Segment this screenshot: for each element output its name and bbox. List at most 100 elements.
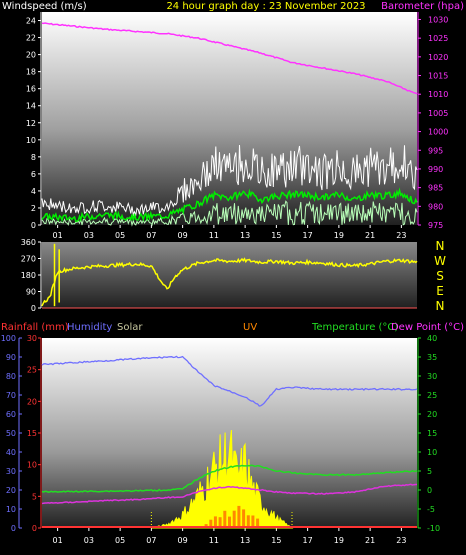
solar-title: Solar xyxy=(117,322,143,333)
barometer-y-tick-label: 1025 xyxy=(428,34,448,43)
humidity-y-tick-label: 50 xyxy=(6,429,16,438)
wind-y-tick-label: 24 xyxy=(26,17,36,26)
humidity-y-tick-label: 30 xyxy=(6,467,16,476)
bottom-x-tick-label: 11 xyxy=(209,536,219,545)
wind-y-tick-label: 14 xyxy=(26,102,36,111)
humidity-y-tick-label: 10 xyxy=(6,505,16,514)
wind-x-tick-label: 05 xyxy=(115,231,125,240)
barometer-axis-title: Barometer (hpa) xyxy=(381,1,464,12)
uv-bar xyxy=(237,505,241,528)
uv-bar xyxy=(246,515,250,528)
temperature-axis-title: Temperature (°C) xyxy=(311,322,398,333)
temperature-y-tick-label: 0 xyxy=(427,486,432,495)
direction-y-tick-label: 360 xyxy=(21,238,36,247)
humidity-y-tick-label: 80 xyxy=(6,372,16,381)
wind-y-tick-label: 8 xyxy=(31,153,36,162)
wind-x-tick-label: 19 xyxy=(334,231,344,240)
humidity-y-tick-label: 70 xyxy=(6,391,16,400)
rainfall-y-tick-label: 30 xyxy=(27,334,37,343)
compass-w: W xyxy=(434,254,446,268)
wind-y-tick-label: 20 xyxy=(26,51,36,60)
wind-direction-line xyxy=(41,257,418,307)
bottom-x-tick-label: 19 xyxy=(334,536,344,545)
barometer-y-tick-label: 1015 xyxy=(428,72,448,81)
wind-x-tick-label: 21 xyxy=(365,231,375,240)
barometer-y-tick-label: 1000 xyxy=(428,128,448,137)
bottom-x-tick-label: 13 xyxy=(240,536,250,545)
rainfall-y-tick-label: 10 xyxy=(27,461,37,470)
bottom-x-tick-label: 01 xyxy=(53,536,63,545)
uv-bar xyxy=(209,519,213,528)
uv-bar xyxy=(218,517,222,528)
humidity-y-tick-label: 90 xyxy=(6,353,16,362)
uv-bar xyxy=(213,516,217,528)
wind-x-tick-label: 11 xyxy=(209,231,219,240)
barometer-y-tick-label: 980 xyxy=(428,202,443,211)
bottom-x-tick-label: 23 xyxy=(396,536,406,545)
temperature-y-tick-label: 10 xyxy=(427,448,437,457)
wind-y-tick-label: 4 xyxy=(31,187,36,196)
direction-y-tick-label: 90 xyxy=(26,288,36,297)
barometer-y-tick-label: 1010 xyxy=(428,90,448,99)
wind-y-tick-label: 6 xyxy=(31,170,36,179)
wind-lull-line xyxy=(41,200,418,227)
temperature-y-tick-label: 30 xyxy=(427,372,437,381)
wind-x-tick-label: 03 xyxy=(84,231,94,240)
temperature-y-tick-label: 5 xyxy=(427,467,432,476)
bottom-x-tick-label: 15 xyxy=(271,536,281,545)
rainfall-axis-title: Rainfall (mm) xyxy=(1,322,69,333)
uv-title: UV xyxy=(243,322,257,333)
temperature-y-tick-label: -10 xyxy=(427,524,440,533)
average-wind-line xyxy=(41,187,418,223)
temperature-y-tick-label: 40 xyxy=(427,334,437,343)
barometer-y-tick-label: 1020 xyxy=(428,53,448,62)
bottom-x-tick-label: 05 xyxy=(115,536,125,545)
barometer-y-tick-label: 995 xyxy=(428,146,443,155)
barometer-y-tick-label: 985 xyxy=(428,184,443,193)
wind-y-tick-label: 12 xyxy=(26,119,36,128)
barometer-y-tick-label: 1030 xyxy=(428,15,448,24)
barometer-y-tick-label: 975 xyxy=(428,221,443,230)
temperature-y-tick-label: 20 xyxy=(427,410,437,419)
dewpoint-line xyxy=(41,483,417,505)
bottom-x-tick-label: 17 xyxy=(303,536,313,545)
wind-y-tick-label: 0 xyxy=(31,221,36,230)
compass-s: S xyxy=(436,269,444,283)
barometer-y-tick-label: 990 xyxy=(428,165,443,174)
uv-bar xyxy=(223,510,227,528)
humidity-y-tick-label: 0 xyxy=(11,524,16,533)
wind-y-tick-label: 22 xyxy=(26,34,36,43)
windspeed-axis-title: Windspeed (m/s) xyxy=(2,1,87,12)
uv-bar xyxy=(242,509,246,528)
rainfall-y-tick-label: 20 xyxy=(27,397,37,406)
uv-bar xyxy=(228,516,231,528)
humidity-title: Humidity xyxy=(67,322,112,333)
humidity-line xyxy=(41,355,418,407)
compass-n-top: N xyxy=(436,239,445,253)
panel-wind xyxy=(42,12,417,225)
wind-x-tick-label: 17 xyxy=(303,231,313,240)
direction-y-tick-label: 270 xyxy=(21,255,36,264)
temperature-line xyxy=(41,464,418,493)
direction-y-tick-label: 0 xyxy=(31,304,36,313)
wind-x-tick-label: 23 xyxy=(396,231,406,240)
wind-y-tick-label: 10 xyxy=(26,136,36,145)
panel-direction xyxy=(42,242,417,308)
humidity-y-tick-label: 40 xyxy=(6,448,16,457)
bottom-x-tick-label: 21 xyxy=(365,536,375,545)
rainfall-y-tick-label: 15 xyxy=(27,429,37,438)
temperature-y-tick-label: 15 xyxy=(427,429,437,438)
uv-bar xyxy=(232,510,236,528)
wind-x-tick-label: 15 xyxy=(271,231,281,240)
direction-y-tick-label: 180 xyxy=(21,271,36,280)
uv-bar xyxy=(251,515,255,528)
temperature-y-tick-label: -5 xyxy=(427,505,435,514)
compass-n-bottom: N xyxy=(436,299,445,313)
wind-x-tick-label: 01 xyxy=(53,231,63,240)
compass-e: E xyxy=(436,284,444,298)
bottom-x-tick-label: 03 xyxy=(84,536,94,545)
wind-y-tick-label: 16 xyxy=(26,85,36,94)
rainfall-y-tick-label: 25 xyxy=(27,366,37,375)
bottom-x-tick-label: 07 xyxy=(146,536,156,545)
